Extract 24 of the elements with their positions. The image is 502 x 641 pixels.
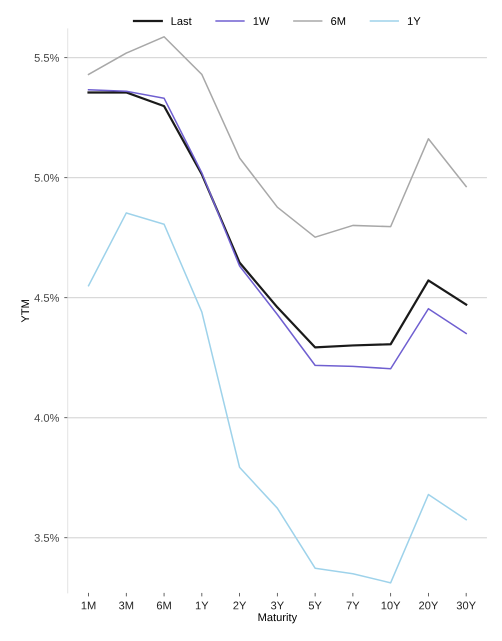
legend-label: 1W <box>254 17 270 25</box>
legend-label: 6M <box>331 17 346 26</box>
x-tick-label: 30Y <box>456 602 476 610</box>
y-tick-label: 3.5% <box>34 534 60 542</box>
y-tick-label: 4.5% <box>34 294 60 302</box>
y-tick-label: 5.0% <box>34 174 60 182</box>
y-axis-title: YTM <box>21 300 30 322</box>
x-tick-label: 5Y <box>308 602 322 610</box>
x-tick-label: 10Y <box>382 602 400 610</box>
y-tick-label: 5.5% <box>34 54 60 62</box>
line-series <box>88 36 467 238</box>
x-tick-label: 7Y <box>346 602 360 610</box>
x-tick-label: 3M <box>119 602 134 610</box>
legend-label: 1Y <box>408 17 420 25</box>
x-tick-label: 2Y <box>233 602 246 610</box>
x-tick-label: 6M <box>156 602 171 610</box>
line-series <box>88 212 467 584</box>
y-tick-label: 4.0% <box>34 414 60 422</box>
x-tick-label: 20Y <box>419 602 438 610</box>
x-tick-label: 1Y <box>196 602 208 610</box>
x-tick-label: 3Y <box>270 602 284 610</box>
x-axis-title: Maturity <box>258 613 298 624</box>
x-tick-label: 1M <box>82 602 96 610</box>
legend-label: Last <box>172 17 192 26</box>
